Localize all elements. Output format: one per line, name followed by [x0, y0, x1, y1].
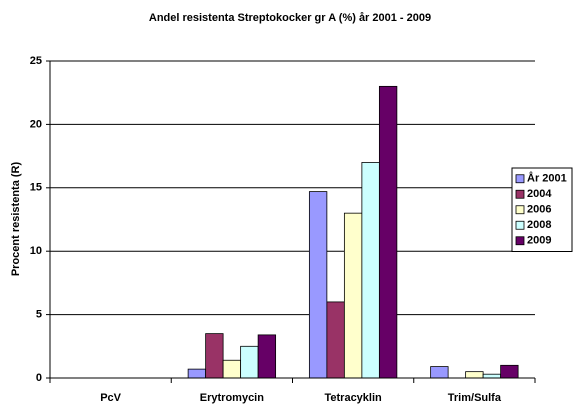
- bar: [430, 366, 449, 379]
- legend-swatch: [515, 189, 525, 199]
- bar: [378, 85, 398, 379]
- legend-label: 2009: [527, 235, 551, 247]
- x-tick-label: Trim/Sulfa: [448, 392, 502, 404]
- bar: [222, 359, 242, 379]
- bar: [326, 301, 345, 379]
- legend-label: 2004: [527, 188, 552, 200]
- bar: [205, 333, 224, 379]
- bar: [187, 368, 207, 379]
- legend-swatch: [515, 236, 525, 246]
- y-tick-label: 10: [30, 245, 42, 257]
- legend-label: År 2001: [527, 172, 567, 185]
- x-tick-label: Tetracyklin: [324, 392, 382, 404]
- y-tick-label: 5: [36, 309, 42, 321]
- bar: [240, 345, 259, 379]
- legend-label: 2006: [527, 204, 551, 216]
- legend-swatch: [515, 205, 525, 215]
- legend-swatch: [515, 220, 525, 230]
- y-tick-label: 20: [30, 118, 42, 130]
- y-tick-label: 25: [30, 55, 42, 67]
- chart-title: Andel resistenta Streptokocker gr A (%) …: [149, 12, 431, 24]
- legend-label: 2008: [527, 219, 551, 231]
- y-tick-label: 15: [30, 182, 42, 194]
- bar: [465, 371, 484, 379]
- y-axis-label: Procent resistenta (R): [10, 162, 22, 277]
- bar: [343, 212, 363, 379]
- bar: [308, 191, 328, 379]
- x-tick-label: Erytromycin: [200, 392, 264, 404]
- legend-swatch: [515, 174, 525, 184]
- bar: [500, 364, 519, 379]
- bar: [257, 334, 277, 379]
- y-tick-label: 0: [36, 372, 42, 384]
- x-tick-label: PcV: [100, 392, 121, 404]
- bar: [482, 373, 502, 379]
- bar: [361, 162, 380, 379]
